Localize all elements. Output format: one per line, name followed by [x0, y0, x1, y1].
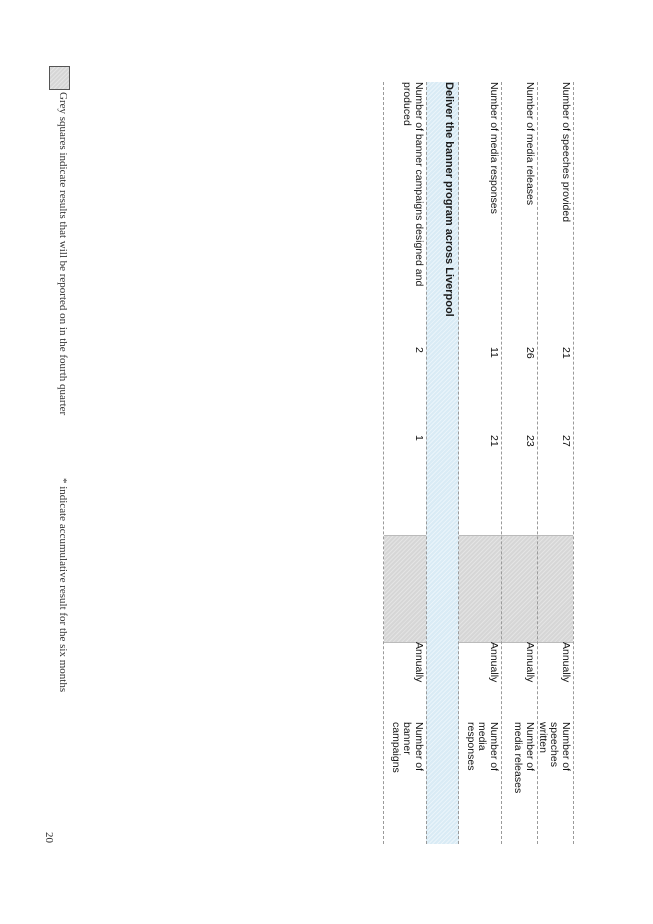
page-number: 20 [43, 832, 55, 843]
row-value-2: 23 [524, 435, 536, 447]
legend-note: * indicate accumulative result for the s… [57, 478, 69, 693]
row-measure: Number of speeches written [537, 722, 572, 772]
row-frequency: Annually [524, 642, 536, 683]
row-frequency: Annually [413, 642, 425, 683]
row-value-1: 21 [560, 347, 572, 359]
row-frequency: Annually [488, 642, 500, 683]
row-value-2: 1 [413, 435, 425, 441]
row-frequency: Annually [560, 642, 572, 683]
table-row: Number of speeches provided 21 27 Annual… [537, 82, 574, 844]
section-title: Deliver the banner program across Liverp… [443, 82, 455, 317]
row-value-1: 11 [488, 347, 500, 358]
grey-result-cell [537, 535, 573, 643]
row-measure: Number of media releases [512, 722, 537, 794]
row-measure: Number of banner campaigns [390, 722, 425, 773]
row-value-1: 2 [413, 347, 425, 353]
row-description: Number of media responses [488, 82, 500, 214]
grey-result-cell [501, 535, 537, 643]
row-measure: Number of media responses [465, 722, 500, 772]
legend-text: Grey squares indicate results that will … [57, 92, 69, 416]
row-description: Number of media releases [524, 82, 536, 206]
grey-result-cell [384, 535, 426, 643]
section-header: Deliver the banner program across Liverp… [426, 82, 459, 844]
row-description: Number of speeches provided [560, 82, 572, 223]
row-value-2: 27 [560, 435, 572, 447]
table-row: Number of media responses 11 21 Annually… [458, 82, 502, 844]
row-value-2: 21 [488, 435, 500, 447]
table-row: Number of banner campaigns designed and … [383, 82, 427, 844]
table-row: Number of media releases 26 23 Annually … [501, 82, 538, 844]
legend-grey-swatch [49, 66, 70, 90]
row-description: Number of banner campaigns designed and … [401, 82, 426, 287]
grey-result-cell [458, 535, 501, 643]
row-value-1: 26 [524, 347, 536, 359]
